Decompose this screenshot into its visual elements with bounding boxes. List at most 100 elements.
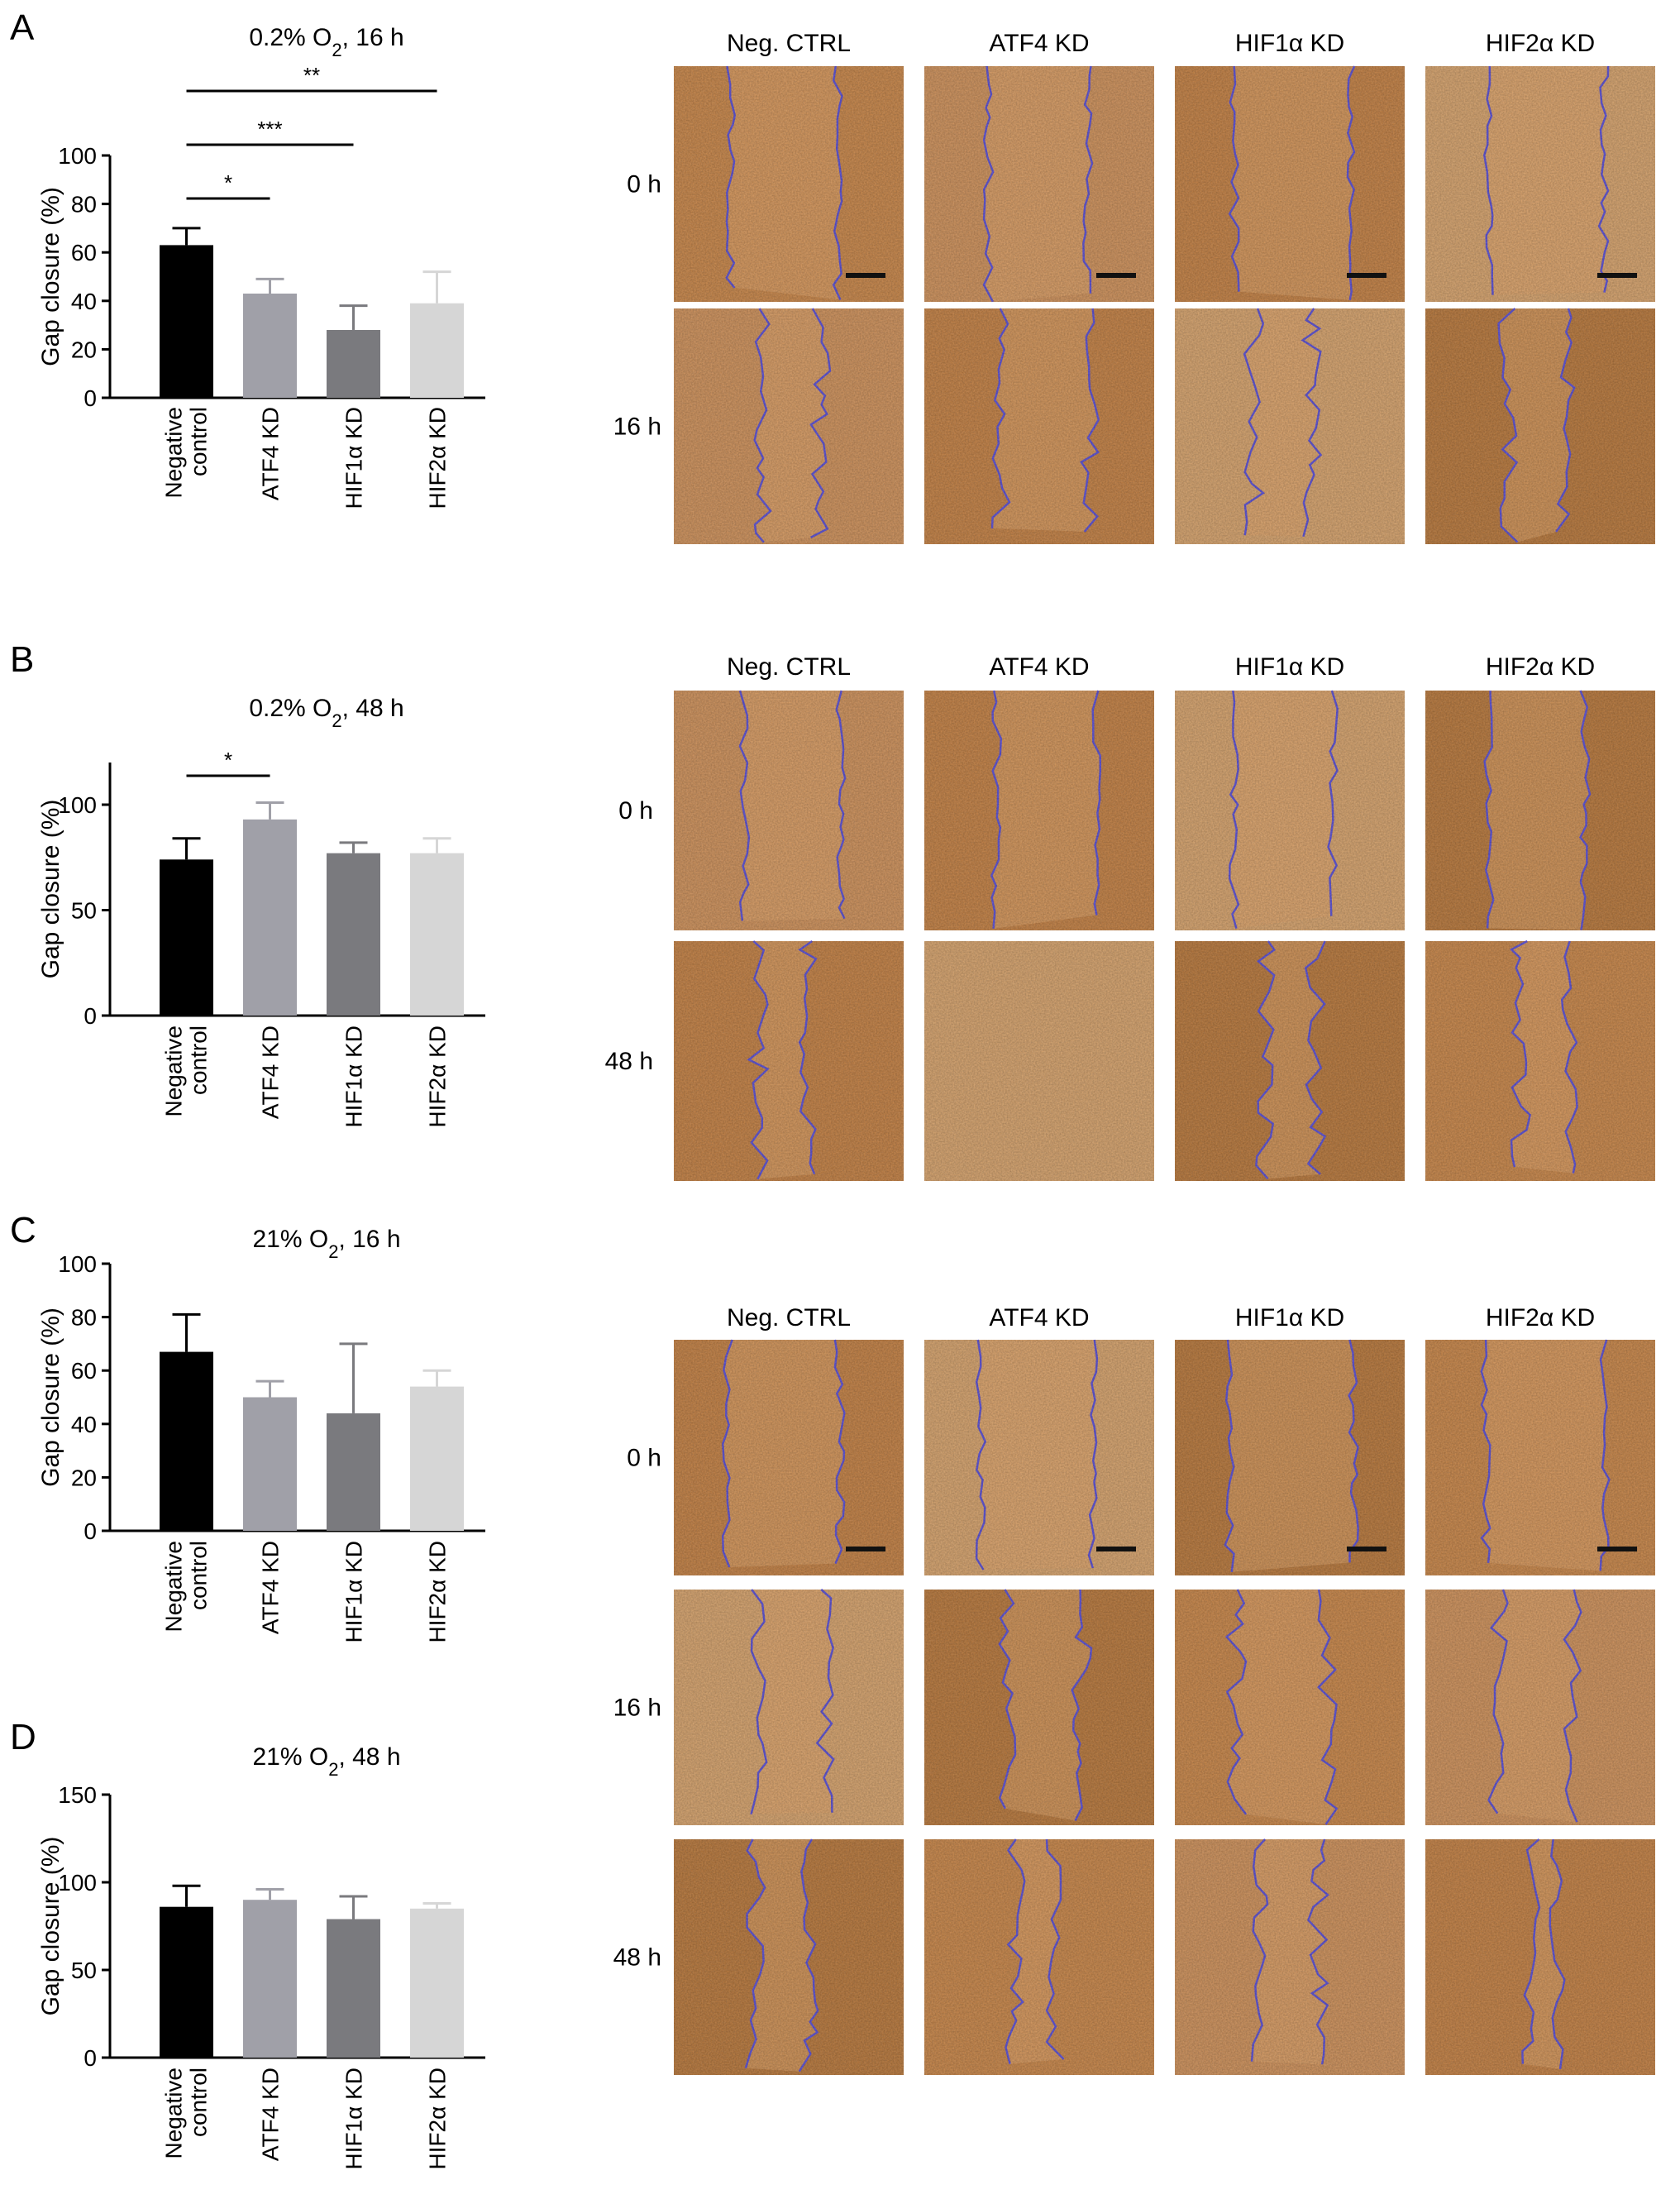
micrograph-tile xyxy=(1175,65,1405,302)
y-tick-label: 100 xyxy=(58,792,97,818)
micrograph-tile xyxy=(1175,690,1405,930)
micrograph-tile xyxy=(1175,1589,1405,1825)
bar xyxy=(410,1908,464,2058)
micrograph-column-label: HIF2α KD xyxy=(1486,653,1595,681)
micrograph-column-label: HIF2α KD xyxy=(1486,30,1595,57)
micrograph-column-label: ATF4 KD xyxy=(989,1304,1089,1331)
x-category-label: ATF4 KD xyxy=(258,2068,284,2161)
bar xyxy=(410,1386,464,1531)
bar xyxy=(160,1906,213,2058)
chart-title: 0.2% O2, 48 h xyxy=(249,695,403,731)
y-axis-label: Gap closure (%) xyxy=(37,1837,64,2016)
micrograph-tile xyxy=(674,65,904,302)
x-category-label: Negativecontrol xyxy=(161,2068,212,2159)
bar xyxy=(160,245,213,398)
scale-bar xyxy=(1096,273,1136,278)
micrograph-tile xyxy=(924,690,1154,930)
chart-d-normoxia-48h: 21% O2, 48 h Gap closure (%) 0 50 100 150 Nega… xyxy=(37,1743,485,2170)
y-tick-label: 60 xyxy=(71,1358,97,1384)
micrograph-tile xyxy=(1425,1838,1655,2075)
x-category-label: HIF2α KD xyxy=(425,407,451,509)
y-tick-label: 0 xyxy=(84,385,97,411)
y-tick-label: 150 xyxy=(58,1782,97,1808)
micrograph-column-label: Neg. CTRL xyxy=(727,1304,851,1331)
panel-letter-d: D xyxy=(10,1717,36,1757)
micrograph-row-label: 48 h xyxy=(605,1048,653,1075)
scale-bar xyxy=(846,1547,885,1551)
micrograph-tile xyxy=(1175,308,1405,544)
x-category-label: Negativecontrol xyxy=(161,1541,212,1633)
micrograph-tile xyxy=(1175,1339,1405,1575)
scale-bar xyxy=(1347,1547,1386,1551)
micrograph-column-label: HIF2α KD xyxy=(1486,1304,1595,1331)
y-tick-label: 60 xyxy=(71,240,97,265)
x-category-label: HIF1α KD xyxy=(341,2068,367,2170)
bar xyxy=(243,1397,297,1531)
y-tick-label: 100 xyxy=(58,1251,97,1277)
micrograph-tile xyxy=(1425,939,1655,1181)
significance-label: ** xyxy=(303,63,320,88)
micrograph-tile xyxy=(1425,1589,1655,1825)
y-tick-label: 80 xyxy=(71,1305,97,1331)
y-axis-label: Gap closure (%) xyxy=(37,187,64,366)
significance-label: * xyxy=(224,170,232,195)
micrograph-column-label: HIF1α KD xyxy=(1235,30,1344,57)
micrograph-tile xyxy=(924,308,1154,544)
y-tick-label: 100 xyxy=(58,143,97,169)
x-category-label: HIF2α KD xyxy=(425,1026,451,1128)
scale-bar xyxy=(846,273,885,278)
scale-bar xyxy=(1597,1547,1637,1551)
chart-title: 21% O2, 16 h xyxy=(252,1226,400,1262)
y-tick-label: 0 xyxy=(84,2045,97,2071)
chart-c-normoxia-16h: 21% O2, 16 h Gap closure (%) 0 20 40 60 80 100 N… xyxy=(37,1226,485,1643)
y-axis-label: Gap closure (%) xyxy=(37,1308,64,1487)
x-category-label: ATF4 KD xyxy=(258,1541,284,1634)
x-category-label: HIF2α KD xyxy=(425,2068,451,2170)
bar xyxy=(243,819,297,1016)
x-category-label: HIF2α KD xyxy=(425,1541,451,1643)
bar xyxy=(327,1919,380,2058)
y-tick-label: 50 xyxy=(71,898,97,924)
chart-a-hypoxia-16h: 0.2% O2, 16 h Gap closure (%) 0 20 40 60 80 100… xyxy=(37,24,485,509)
x-category-label: HIF1α KD xyxy=(341,407,367,509)
micrograph-tile xyxy=(1175,940,1405,1181)
micrograph-tile xyxy=(674,1339,904,1575)
bar xyxy=(327,853,380,1016)
micrograph-tile xyxy=(674,1838,904,2075)
micrograph-column-label: Neg. CTRL xyxy=(727,653,851,681)
y-tick-label: 100 xyxy=(58,1870,97,1896)
micrograph-column-label: ATF4 KD xyxy=(989,653,1089,681)
micrograph-tile xyxy=(924,1339,1154,1575)
y-tick-label: 0 xyxy=(84,1003,97,1029)
micrograph-tile xyxy=(924,1838,1154,2075)
micrograph-tile xyxy=(1425,65,1655,302)
bar xyxy=(327,1413,380,1531)
micrograph-row-label: 16 h xyxy=(613,1695,661,1722)
y-tick-label: 20 xyxy=(71,1465,97,1490)
panel-letter-a: A xyxy=(10,7,35,48)
micrograph-block-b: Neg. CTRL ATF4 KD HIF1α KD HIF2α KD 0 h 48 h xyxy=(605,653,1655,1181)
scale-bar xyxy=(1096,1547,1136,1551)
bar xyxy=(160,1351,213,1531)
bar xyxy=(160,859,213,1016)
y-tick-label: 40 xyxy=(71,289,97,314)
chart-title: 0.2% O2, 16 h xyxy=(249,24,403,60)
micrograph-column-label: HIF1α KD xyxy=(1235,653,1344,681)
micrograph-block-cd: Neg. CTRL ATF4 KD HIF1α KD HIF2α KD 0 h 16 h 4… xyxy=(613,1304,1655,2075)
x-category-label: HIF1α KD xyxy=(341,1541,367,1643)
micrograph-column-label: HIF1α KD xyxy=(1235,1304,1344,1331)
micrograph-tile xyxy=(674,939,904,1181)
micrograph-tile xyxy=(674,308,904,544)
micrograph-row-label: 0 h xyxy=(627,171,661,198)
x-category-label: Negativecontrol xyxy=(161,1026,212,1117)
micrograph-row-label: 48 h xyxy=(613,1944,661,1972)
y-tick-label: 50 xyxy=(71,1958,97,1983)
y-axis-label: Gap closure (%) xyxy=(37,800,64,979)
y-tick-label: 20 xyxy=(71,337,97,362)
x-category-label: ATF4 KD xyxy=(258,1026,284,1119)
micrograph-column-label: ATF4 KD xyxy=(989,30,1089,57)
micrograph-tile xyxy=(924,65,1154,303)
significance-label: * xyxy=(224,748,232,772)
significance-label: *** xyxy=(257,117,282,141)
